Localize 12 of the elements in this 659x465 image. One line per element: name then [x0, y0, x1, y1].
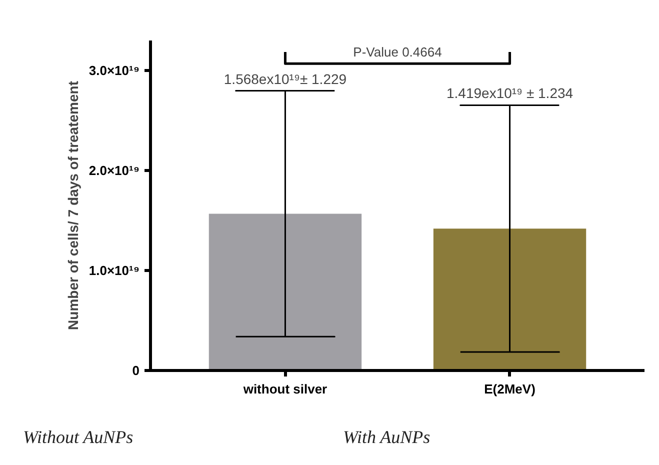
- y-tick-label: 0: [132, 363, 140, 378]
- text: With AuNPs: [343, 426, 430, 449]
- x-tick-label: without silver: [242, 382, 328, 396]
- y-tick-label: 3.0×10¹⁹: [88, 63, 140, 78]
- y-tick-label: 1.0×10¹⁹: [88, 263, 140, 278]
- annotation: 1.419ex10¹⁹ ± 1.234: [446, 85, 574, 102]
- y-tick-label: 2.0×10¹⁹: [88, 163, 140, 178]
- text: Without AuNPs: [23, 426, 134, 449]
- y-axis-title: Number of cells/ 7 days of treatement: [64, 80, 81, 330]
- annotation: P-Value 0.4664: [353, 44, 442, 60]
- x-tick-label: E(2MeV): [484, 382, 536, 396]
- annotation: 1.568ex10¹⁹± 1.229: [224, 70, 347, 87]
